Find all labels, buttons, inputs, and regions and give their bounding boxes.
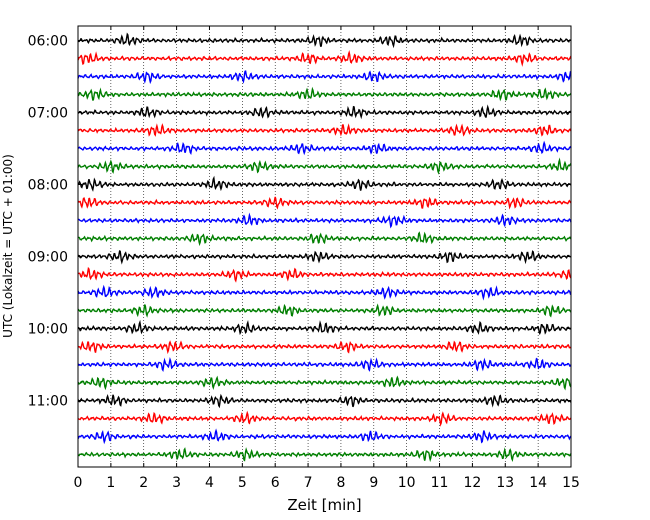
trace-line [77, 104, 572, 120]
trace-line [77, 356, 572, 372]
y-tick-label: 11:00 [28, 394, 68, 410]
y-axis-ticks: 06:00 07:00 08:00 09:00 10:00 11:00 [28, 34, 571, 410]
x-tick-label: 9 [369, 475, 378, 491]
trace-line [77, 32, 572, 49]
trace-line [77, 375, 572, 391]
x-tick-label: 2 [139, 475, 148, 491]
trace-line [77, 319, 572, 336]
trace-line [77, 70, 572, 85]
x-tick-label: 10 [398, 475, 416, 491]
trace-line [77, 157, 572, 175]
seismic-traces [77, 32, 572, 463]
x-tick-label: 13 [496, 475, 514, 491]
x-tick-label: 15 [562, 475, 580, 491]
trace-line [77, 266, 572, 283]
x-axis-label: Zeit [min] [287, 496, 361, 514]
y-tick-label: 10:00 [28, 322, 68, 338]
y-axis-label: UTC (Lokalzeit = UTC + 01:00) [1, 154, 15, 338]
x-tick-label: 7 [304, 475, 313, 491]
trace-line [77, 428, 572, 445]
x-tick-label: 3 [172, 475, 181, 491]
x-axis-ticks: 0 1 2 3 4 5 6 7 8 9 10 11 12 13 14 15 [74, 26, 580, 491]
trace-line [77, 231, 572, 247]
trace-line [77, 123, 572, 137]
trace-line [77, 410, 572, 427]
x-tick-label: 5 [238, 475, 247, 491]
plot-frame [77, 25, 572, 468]
y-tick-label: 07:00 [28, 106, 68, 122]
x-tick-label: 0 [74, 475, 83, 491]
trace-line [77, 303, 572, 318]
x-tick-label: 14 [529, 475, 547, 491]
x-tick-label: 1 [106, 475, 115, 491]
x-tick-label: 11 [431, 475, 449, 491]
trace-line [77, 175, 572, 192]
x-tick-label: 8 [336, 475, 345, 491]
x-tick-label: 6 [271, 475, 280, 491]
trace-line [77, 447, 572, 463]
trace-line [77, 212, 572, 229]
trace-line [77, 196, 572, 210]
y-tick-label: 08:00 [28, 178, 68, 194]
y-tick-label: 09:00 [28, 250, 68, 266]
trace-line [77, 140, 572, 156]
trace-line [77, 86, 572, 102]
x-tick-label: 4 [205, 475, 214, 491]
x-tick-label: 12 [463, 475, 481, 491]
trace-line [77, 340, 572, 355]
trace-line [77, 284, 572, 301]
trace-line [77, 393, 572, 409]
trace-line [77, 50, 572, 67]
y-tick-label: 06:00 [28, 34, 68, 50]
trace-line [77, 250, 572, 265]
